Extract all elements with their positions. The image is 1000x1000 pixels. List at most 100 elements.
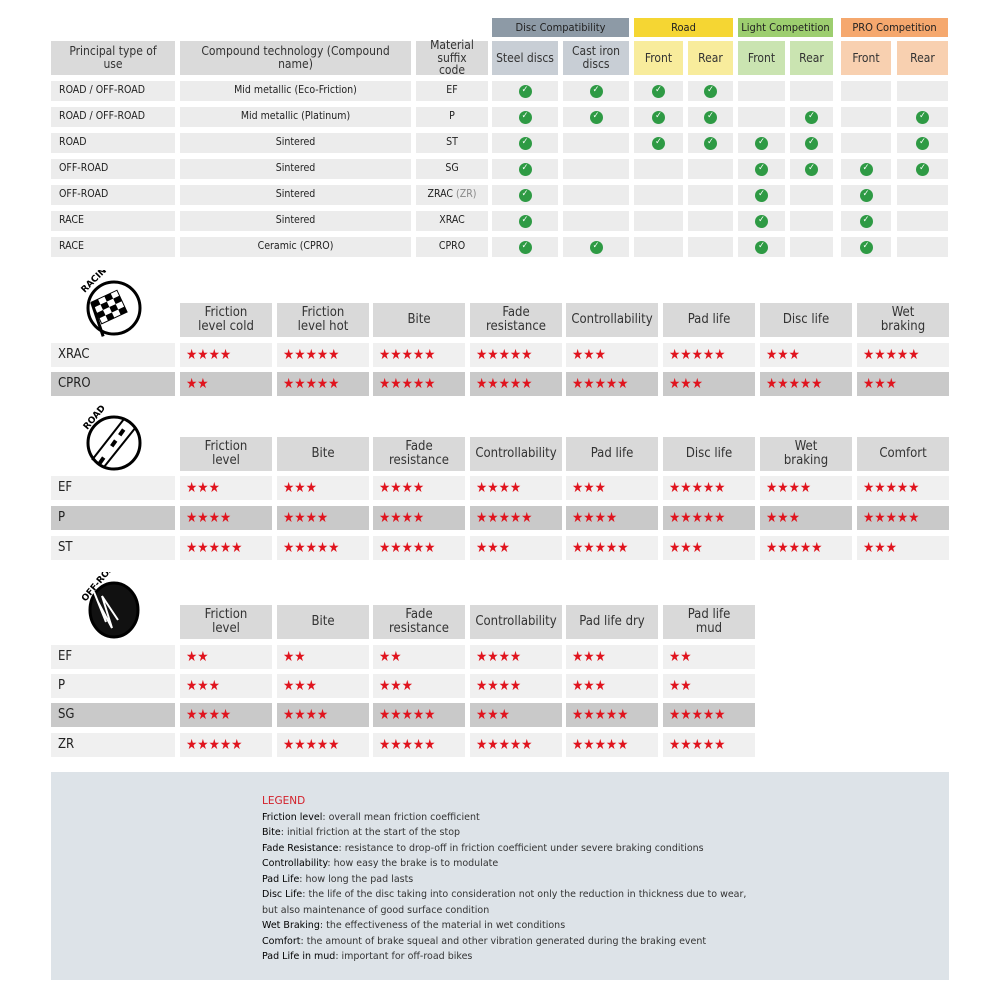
rating-column-header: Friction level bbox=[180, 605, 272, 639]
star-rating: ★★★★★ bbox=[663, 506, 755, 530]
compound-name: Sintered bbox=[180, 185, 411, 205]
compat-cell: ✓ bbox=[738, 133, 785, 153]
check-icon: ✓ bbox=[755, 214, 768, 228]
compat-cell: ✓ bbox=[738, 159, 785, 179]
star-rating: ★★ bbox=[373, 645, 465, 669]
use-type: RACE bbox=[51, 211, 175, 231]
compat-cell bbox=[634, 185, 683, 205]
star-rating: ★★★★★ bbox=[566, 372, 658, 396]
legend-desc: : resistance to drop-off in friction coe… bbox=[338, 842, 704, 854]
star-rating: ★★★★★ bbox=[277, 372, 369, 396]
compat-cell bbox=[897, 81, 948, 101]
suffix-code: EF bbox=[416, 81, 488, 101]
legend-item: Fade Resistance: resistance to drop-off … bbox=[262, 841, 746, 857]
star-rating: ★★★★★ bbox=[760, 536, 852, 560]
star-rating: ★★★★ bbox=[470, 674, 562, 698]
column-header: Rear bbox=[897, 41, 948, 75]
column-header: Rear bbox=[688, 41, 733, 75]
check-icon: ✓ bbox=[704, 84, 717, 98]
check-icon: ✓ bbox=[704, 136, 717, 150]
star-rating: ★★ bbox=[180, 372, 272, 396]
compat-cell bbox=[688, 211, 733, 231]
compat-cell bbox=[790, 81, 833, 101]
star-rating: ★★★★★ bbox=[760, 372, 852, 396]
legend-term: Bite bbox=[262, 827, 281, 838]
star-rating: ★★★ bbox=[566, 674, 658, 698]
star-rating: ★★★★★ bbox=[470, 506, 562, 530]
legend-item: Friction level: overall mean friction co… bbox=[262, 810, 746, 826]
compat-cell: ✓ bbox=[634, 133, 683, 153]
code: ST bbox=[446, 136, 458, 149]
star-rating: ★★★★ bbox=[470, 476, 562, 500]
use-type: RACE bbox=[51, 237, 175, 257]
legend-desc: : initial friction at the start of the s… bbox=[280, 827, 461, 838]
legend-desc: : important for off-road bikes bbox=[335, 951, 473, 962]
compound-name: Sintered bbox=[180, 211, 411, 231]
star-rating: ★★★★ bbox=[760, 476, 852, 500]
star-rating: ★★★ bbox=[180, 476, 272, 500]
compat-cell: ✓ bbox=[492, 159, 558, 179]
legend-term: Comfort bbox=[262, 935, 301, 947]
legend-term: Disc Life bbox=[262, 889, 303, 900]
star-rating: ★★★★★ bbox=[857, 506, 949, 530]
star-rating: ★★★★★ bbox=[857, 476, 949, 500]
compat-cell bbox=[738, 107, 785, 127]
star-rating: ★★★★ bbox=[277, 703, 369, 727]
compat-cell: ✓ bbox=[563, 237, 629, 257]
check-icon: ✓ bbox=[755, 136, 768, 150]
compat-cell: ✓ bbox=[738, 185, 785, 205]
code: CPRO bbox=[438, 240, 466, 253]
use-type: ROAD bbox=[51, 133, 175, 153]
check-icon: ✓ bbox=[805, 110, 818, 124]
check-icon: ✓ bbox=[652, 110, 665, 124]
check-icon: ✓ bbox=[589, 110, 603, 124]
check-icon: ✓ bbox=[518, 214, 532, 228]
legend-desc: : how easy the brake is to modulate bbox=[327, 858, 499, 869]
star-rating: ★★★★★ bbox=[470, 343, 562, 367]
star-rating: ★★ bbox=[663, 645, 755, 669]
compat-cell bbox=[688, 159, 733, 179]
suffix-code: ST bbox=[416, 133, 488, 153]
compat-cell bbox=[634, 237, 683, 257]
legend-item: but also maintenance of good surface con… bbox=[262, 903, 746, 919]
legend-desc: : the amount of brake squeal and other v… bbox=[300, 935, 707, 947]
rating-column-header: Disc life bbox=[663, 437, 755, 471]
compat-cell bbox=[841, 107, 891, 127]
legend-item: Wet Braking: the effectiveness of the ma… bbox=[262, 918, 746, 934]
legend-term: Pad Life in mud bbox=[262, 951, 336, 962]
compat-cell: ✓ bbox=[688, 107, 733, 127]
legend-term: Pad Life bbox=[262, 873, 300, 885]
star-rating: ★★★ bbox=[566, 476, 658, 500]
rating-column-header: Pad life dry bbox=[566, 605, 658, 639]
rating-column-header: Fade resistance bbox=[470, 303, 562, 337]
legend-item: Comfort: the amount of brake squeal and … bbox=[262, 934, 746, 950]
check-icon: ✓ bbox=[518, 240, 532, 254]
road-icon: ROADROAD bbox=[62, 404, 142, 475]
check-icon: ✓ bbox=[518, 84, 532, 98]
star-rating: ★★ bbox=[180, 645, 272, 669]
rating-column-header: Bite bbox=[373, 303, 465, 337]
star-rating: ★★★ bbox=[470, 536, 562, 560]
compound-name: Sintered bbox=[180, 133, 411, 153]
star-rating: ★★★★★ bbox=[277, 733, 369, 757]
star-rating: ★★★★★ bbox=[180, 733, 272, 757]
star-rating: ★★★ bbox=[277, 674, 369, 698]
star-rating: ★★★ bbox=[277, 476, 369, 500]
check-icon: ✓ bbox=[652, 136, 665, 150]
star-rating: ★★ bbox=[277, 645, 369, 669]
compat-cell bbox=[790, 211, 833, 231]
compat-cell bbox=[563, 211, 629, 231]
legend-term: Fade Resistance bbox=[262, 842, 339, 854]
check-icon: ✓ bbox=[805, 136, 818, 150]
legend-term: Friction level bbox=[262, 811, 323, 823]
legend-desc: : the life of the disc taking into consi… bbox=[302, 889, 747, 900]
star-rating: ★★★★★ bbox=[663, 703, 755, 727]
compat-cell: ✓ bbox=[688, 81, 733, 101]
star-rating: ★★★★ bbox=[277, 506, 369, 530]
compat-cell: ✓ bbox=[897, 107, 948, 127]
column-header: Steel discs bbox=[492, 41, 558, 75]
compound-code: XRAC bbox=[51, 343, 175, 367]
group-header-2: Light Competition bbox=[738, 18, 833, 37]
compat-cell: ✓ bbox=[790, 107, 833, 127]
star-rating: ★★★★★ bbox=[470, 372, 562, 396]
